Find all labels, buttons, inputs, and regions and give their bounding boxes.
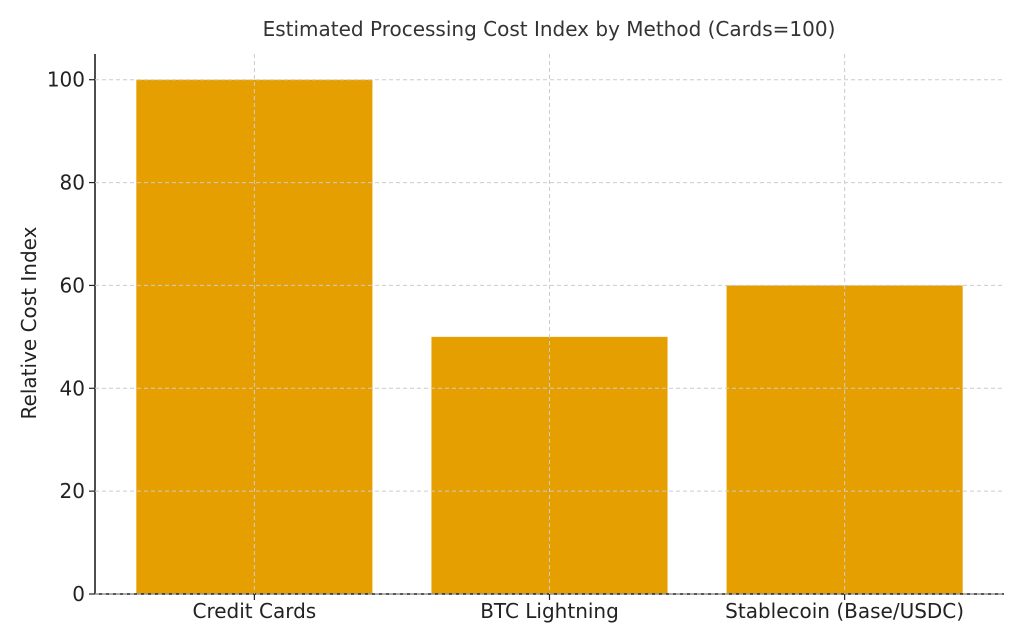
x-tick-label: BTC Lightning bbox=[480, 599, 619, 623]
y-tick-label: 20 bbox=[60, 479, 85, 503]
y-tick-label: 40 bbox=[60, 376, 85, 400]
x-axis-ticks: Credit Cards BTC Lightning Stablecoin (Bas… bbox=[193, 594, 964, 623]
y-axis-label: Relative Cost Index bbox=[17, 226, 41, 419]
y-tick-label: 60 bbox=[60, 273, 85, 297]
x-tick-label: Stablecoin (Base/USDC) bbox=[725, 599, 964, 623]
x-tick-label: Credit Cards bbox=[193, 599, 317, 623]
y-grid-lines bbox=[95, 79, 1004, 595]
bars bbox=[136, 79, 963, 594]
x-grid-lines bbox=[253, 54, 846, 594]
y-tick-label: 0 bbox=[72, 582, 85, 606]
y-tick-label: 100 bbox=[47, 68, 85, 92]
chart-title: Estimated Processing Cost Index by Metho… bbox=[263, 17, 836, 41]
y-tick-label: 80 bbox=[60, 171, 85, 195]
y-axis-ticks: 0 20 40 60 80 100 bbox=[47, 68, 95, 606]
bar-btc-lightning bbox=[431, 336, 668, 594]
